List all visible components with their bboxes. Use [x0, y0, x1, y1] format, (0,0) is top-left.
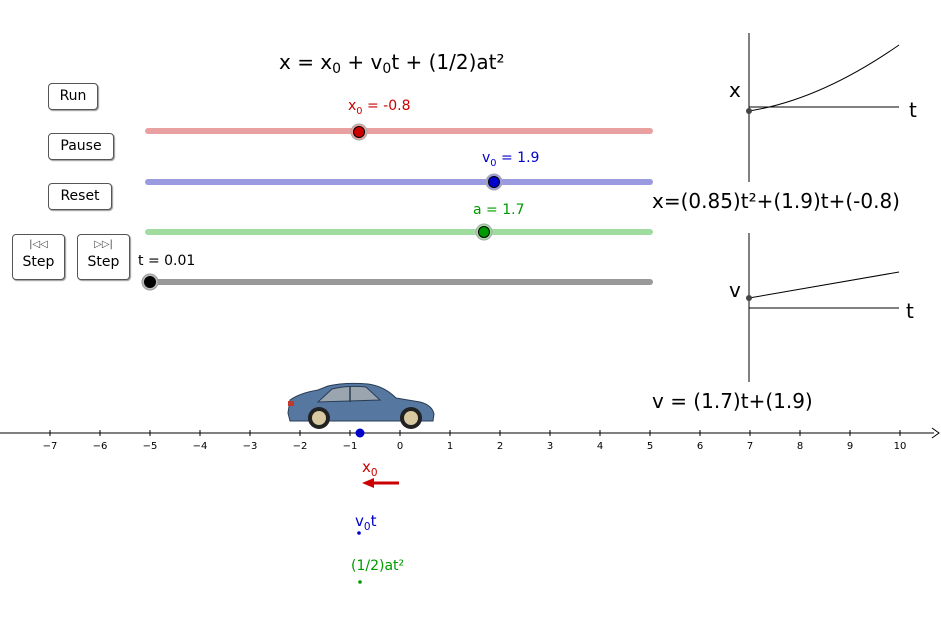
v-graph-line — [748, 271, 900, 299]
number-line-tick-label: −3 — [243, 441, 258, 452]
v-graph-t-label: t — [906, 299, 914, 323]
v-equation: v = (1.7)t+(1.9) — [652, 389, 813, 413]
number-line-tick-label: 9 — [847, 441, 853, 452]
slider-label-v0: v0 = 1.9 — [482, 150, 540, 169]
slider-x0-text: = -0.8 — [362, 98, 411, 114]
x-graph-axis-label: x — [729, 78, 741, 102]
reset-button[interactable]: Reset — [48, 183, 112, 210]
x-equation: x=(0.85)t²+(1.9)t+(-0.8) — [652, 189, 900, 213]
slider-x0-sub: 0 — [356, 106, 363, 117]
number-line-tick-label: 1 — [447, 441, 453, 452]
v0t-vector-var: v — [355, 512, 364, 530]
slider-t-var: t — [138, 253, 144, 269]
slider-t-text: = 0.01 — [143, 253, 196, 269]
number-line-tick-label: 10 — [894, 441, 907, 452]
accel-vector-point — [358, 580, 362, 584]
title-sub-2: 0 — [382, 61, 392, 77]
slider-v0-text: = 1.9 — [496, 150, 540, 166]
accel-vector-label: (1/2)at² — [351, 558, 405, 574]
x0-vector-var: x — [362, 458, 371, 476]
number-line-tick-label: 3 — [547, 441, 553, 452]
slider-x0-var: x — [348, 98, 357, 114]
slider-knob-t[interactable] — [141, 273, 159, 291]
slider-v0-sub: 0 — [490, 158, 497, 169]
pause-button-label: Pause — [60, 138, 102, 154]
number-line-tick-label: −4 — [193, 441, 208, 452]
number-line-tick-label: 0 — [397, 441, 403, 452]
step-forward-button[interactable]: ▷▷| Step — [77, 234, 130, 280]
title-post: t + (1/2)at² — [391, 50, 505, 74]
v0t-vector-sub: 0 — [363, 521, 371, 533]
step-back-icon: |◁◁ — [29, 239, 48, 250]
run-button-label: Run — [59, 88, 87, 104]
slider-label-a: a = 1.7 — [473, 202, 525, 218]
number-line-tick-label: −2 — [293, 441, 308, 452]
step-back-button[interactable]: |◁◁ Step — [12, 234, 65, 280]
v-graph-axis-label: v — [729, 278, 741, 302]
slider-a-text: = 1.7 — [481, 202, 525, 218]
number-line-tick-label: −7 — [43, 441, 58, 452]
slider-knob-v0[interactable] — [485, 173, 503, 191]
step-back-label: Step — [22, 254, 55, 270]
run-button[interactable]: Run — [48, 83, 98, 110]
equation-title: x = x0 + v0t + (1/2)at² — [279, 50, 505, 77]
x0-vector-sub: 0 — [370, 467, 378, 479]
v0t-vector-point — [357, 531, 361, 535]
x-graph-point — [746, 108, 752, 114]
number-line-ticks: −7 −6 −5 −4 −3 −2 −1 0 1 2 3 4 5 6 7 8 9 10 — [43, 430, 907, 452]
number-line-tick-label: 5 — [647, 441, 653, 452]
x0-vector-label: x0 — [362, 458, 378, 479]
v0t-vector-post: t — [370, 512, 377, 530]
title-mid: + v — [341, 50, 383, 74]
slider-v0-var: v — [482, 150, 491, 166]
number-line-arrow — [931, 427, 940, 439]
slider-label-t: t = 0.01 — [138, 253, 195, 269]
number-line-tick-label: 7 — [747, 441, 753, 452]
v0t-vector-label: v0t — [355, 512, 377, 533]
x-graph-curve — [748, 44, 900, 112]
x0-vector-arrow — [362, 478, 399, 488]
number-line-tick-label: −1 — [343, 441, 358, 452]
slider-a-var: a — [473, 202, 482, 218]
reset-button-label: Reset — [60, 188, 100, 204]
number-line-tick-label: −6 — [93, 441, 108, 452]
title-sub-1: 0 — [332, 61, 342, 77]
number-line-tick-label: 4 — [597, 441, 603, 452]
pause-button[interactable]: Pause — [48, 133, 114, 160]
number-line-tick-label: −5 — [143, 441, 158, 452]
v-graph-point — [746, 295, 752, 301]
number-line-tick-label: 8 — [797, 441, 803, 452]
step-forward-icon: ▷▷| — [94, 239, 113, 250]
title-pre: x = x — [279, 50, 333, 74]
number-line-tick-label: 2 — [497, 441, 503, 452]
slider-knob-x0[interactable] — [350, 123, 368, 141]
step-forward-label: Step — [87, 254, 120, 270]
number-line-tick-label: 6 — [697, 441, 703, 452]
x-graph-t-label: t — [909, 98, 917, 122]
slider-label-x0: x0 = -0.8 — [348, 98, 411, 117]
position-point[interactable] — [355, 428, 365, 438]
car-icon — [287, 382, 435, 429]
slider-knob-a[interactable] — [475, 223, 493, 241]
